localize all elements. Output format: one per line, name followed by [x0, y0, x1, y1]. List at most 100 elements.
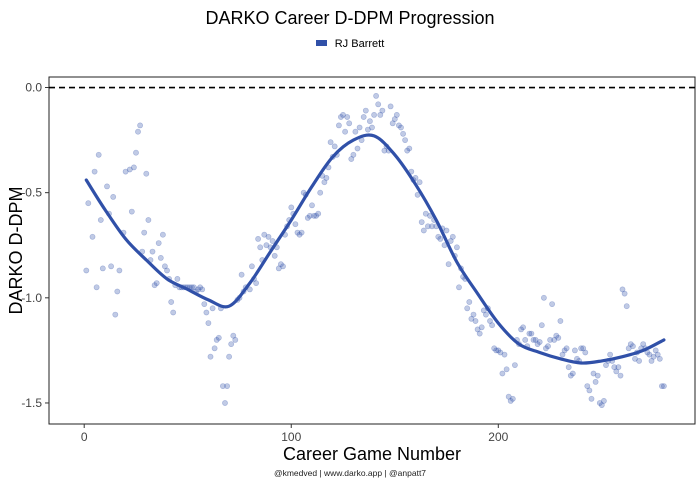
data-point [623, 303, 630, 310]
data-point [545, 343, 551, 350]
data-point [534, 341, 541, 347]
data-point [280, 263, 286, 270]
data-point [161, 263, 168, 270]
data-point [493, 347, 500, 354]
data-point [381, 147, 388, 154]
data-point [491, 345, 498, 352]
data-point [321, 179, 328, 186]
data-point [288, 204, 295, 211]
data-point [418, 219, 425, 225]
data-point [257, 244, 264, 251]
data-point [507, 397, 514, 404]
data-point [298, 229, 305, 236]
x-tick-label: 200 [488, 430, 508, 444]
data-point [659, 383, 665, 389]
data-point [195, 286, 201, 293]
data-point [563, 345, 570, 352]
data-point [366, 118, 373, 125]
data-point [522, 336, 529, 343]
data-point [630, 343, 636, 350]
data-point [501, 351, 508, 358]
data-point [512, 362, 518, 368]
data-point [567, 372, 574, 379]
data-point [422, 210, 429, 217]
data-point [661, 383, 667, 389]
data-point [352, 128, 359, 135]
data-point [468, 315, 475, 322]
data-point [482, 311, 489, 318]
data-point [371, 112, 377, 118]
data-point [207, 353, 214, 360]
points-group [83, 93, 667, 408]
data-point [553, 332, 560, 339]
data-point [541, 294, 547, 301]
data-point [443, 227, 450, 234]
data-point [93, 284, 100, 291]
data-point [625, 345, 632, 352]
data-point [315, 210, 322, 217]
data-point [389, 120, 396, 127]
data-point [155, 240, 162, 246]
data-point [406, 145, 413, 152]
data-point [476, 330, 483, 337]
data-point [578, 345, 584, 352]
data-point [255, 235, 261, 242]
data-point [598, 402, 605, 408]
legend-label: RJ Barrett [334, 38, 385, 50]
data-point [89, 233, 96, 240]
data-point [424, 223, 431, 230]
data-point [130, 164, 137, 171]
data-point [122, 168, 129, 175]
data-point [420, 227, 427, 234]
data-point [133, 149, 139, 156]
trend-line [84, 133, 666, 365]
data-point [375, 101, 382, 108]
data-point [99, 265, 106, 272]
data-point [478, 324, 485, 331]
data-point [464, 305, 471, 312]
y-axis-title: DARKO D-DPM [6, 186, 26, 314]
data-point [248, 263, 255, 270]
data-point [226, 353, 232, 360]
data-point [261, 231, 268, 238]
data-point [337, 114, 344, 120]
data-point [596, 400, 603, 406]
data-point [228, 341, 235, 347]
data-point [526, 330, 533, 337]
data-point [590, 370, 597, 377]
data-point [304, 214, 311, 221]
data-point [327, 139, 334, 146]
data-point [253, 280, 259, 286]
data-point [565, 364, 572, 371]
data-point [400, 130, 406, 137]
data-point [613, 368, 620, 375]
data-point [530, 336, 537, 343]
data-point [640, 341, 647, 347]
data-point [346, 120, 353, 127]
data-point [499, 370, 506, 377]
data-point [603, 362, 609, 368]
y-tick-label: -0.5 [21, 186, 42, 200]
data-point [404, 147, 411, 154]
data-point [538, 322, 545, 329]
data-point [104, 183, 110, 190]
data-point [584, 383, 591, 389]
data-point [393, 112, 400, 118]
y-tick-label: -1.5 [21, 396, 42, 410]
data-point [586, 387, 593, 394]
x-tick-label: 100 [281, 430, 301, 444]
data-point [607, 351, 613, 358]
data-point [317, 189, 324, 196]
data-point [416, 179, 423, 186]
data-point [505, 393, 512, 400]
data-point [646, 351, 653, 358]
data-point [294, 229, 301, 236]
data-point [470, 311, 477, 318]
data-point [306, 212, 313, 219]
data-point [168, 299, 175, 305]
data-point [636, 357, 642, 364]
y-tick-label: 0.0 [25, 81, 42, 95]
data-point [453, 244, 460, 251]
data-point [170, 309, 177, 316]
